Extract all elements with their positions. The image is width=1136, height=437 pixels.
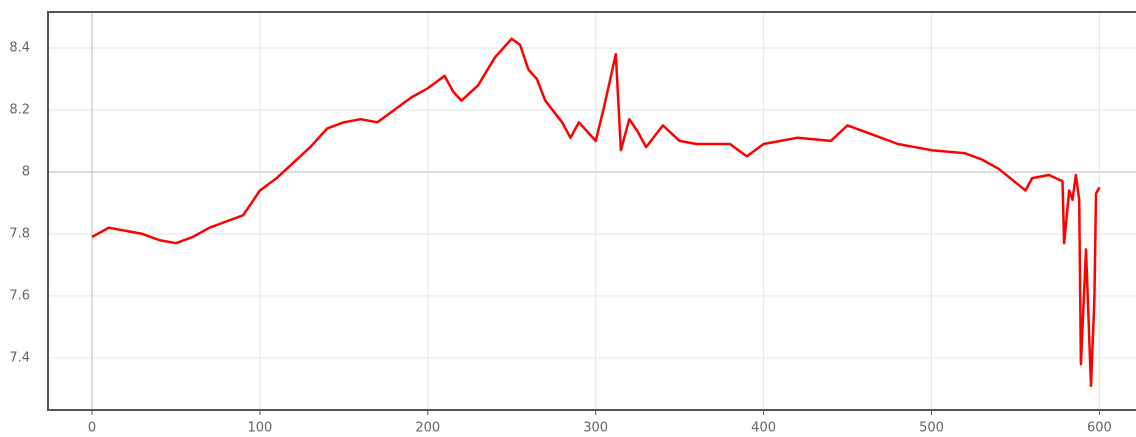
y-tick-label: 8.4: [9, 40, 30, 55]
y-tick-label: 8.2: [9, 102, 30, 117]
y-tick-label: 7.8: [9, 226, 30, 241]
axis-frame: [47, 11, 1136, 411]
y-tick-label: 8: [22, 164, 30, 179]
x-tick-label: 500: [919, 421, 944, 436]
x-tick-label: 600: [1087, 421, 1112, 436]
y-tick-label: 7.4: [9, 350, 30, 365]
x-tick-label: 200: [415, 421, 440, 436]
data-line: [91, 37, 1101, 388]
y-tick-label: 7.6: [9, 288, 30, 303]
x-tick-label: 0: [88, 421, 96, 436]
x-tick-label: 400: [751, 421, 776, 436]
x-tick-label: 100: [247, 421, 272, 436]
x-tick-label: 300: [583, 421, 608, 436]
